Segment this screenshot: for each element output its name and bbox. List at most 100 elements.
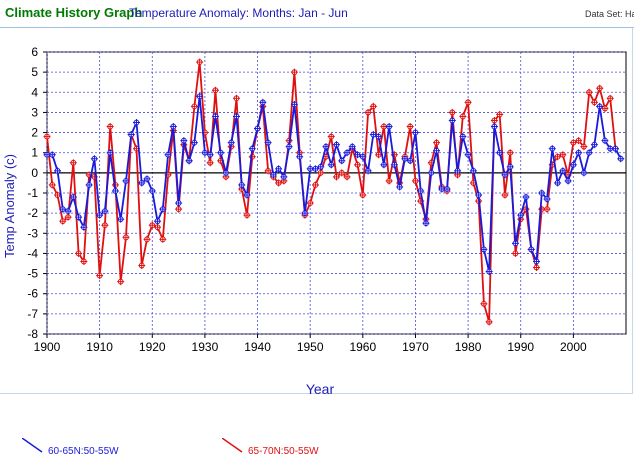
data-point: [527, 245, 535, 253]
data-point: [590, 141, 598, 149]
data-point: [411, 129, 419, 137]
data-point: [343, 173, 351, 181]
data-point: [238, 181, 246, 189]
legend-swatch-series-1: [22, 438, 43, 453]
data-point: [454, 171, 462, 179]
data-point: [496, 149, 504, 157]
data-point: [327, 161, 335, 169]
data-point: [443, 185, 451, 193]
data-point: [364, 167, 372, 175]
data-point: [554, 179, 562, 187]
data-point: [338, 169, 346, 177]
data-point: [232, 112, 240, 120]
data-point: [43, 133, 51, 141]
data-point: [333, 173, 340, 181]
data-point: [538, 189, 546, 197]
data-point: [127, 131, 135, 139]
plot-frame: [0, 28, 633, 394]
data-point: [322, 153, 330, 161]
data-point: [75, 249, 83, 257]
data-point: [317, 169, 325, 177]
data-point: [217, 149, 225, 157]
data-point: [96, 211, 104, 219]
data-point: [475, 191, 483, 199]
data-point: [496, 110, 504, 118]
data-point: [206, 151, 214, 159]
data-point: [106, 149, 114, 157]
data-point: [90, 155, 98, 163]
data-point: [64, 213, 72, 221]
data-point: [333, 141, 340, 149]
data-point: [138, 179, 146, 187]
data-point: [59, 205, 67, 213]
data-point: [559, 167, 567, 175]
data-point: [601, 104, 609, 112]
data-point: [248, 145, 256, 153]
data-point: [301, 209, 309, 217]
data-point: [169, 123, 177, 131]
data-point: [464, 151, 472, 159]
data-point: [511, 249, 519, 257]
data-point: [106, 123, 114, 131]
data-point: [580, 169, 588, 177]
data-point: [190, 139, 198, 147]
data-point: [48, 151, 56, 159]
data-point: [522, 193, 530, 201]
data-point: [448, 108, 456, 116]
data-point: [280, 177, 288, 185]
data-point: [533, 264, 541, 272]
data-point: [569, 139, 577, 147]
y-tick-label: 1: [31, 146, 38, 160]
data-point: [401, 155, 409, 163]
data-point: [343, 149, 351, 157]
data-point: [143, 235, 151, 243]
data-point: [596, 102, 604, 110]
app-title: Climate History Graph: [5, 5, 143, 20]
data-point: [311, 181, 319, 189]
data-point: [243, 191, 251, 199]
data-point: [375, 151, 383, 159]
data-point: [375, 133, 383, 141]
data-point: [201, 149, 209, 157]
data-point: [48, 181, 56, 189]
dataset-label: Data Set: Ha: [585, 9, 634, 19]
data-point: [132, 119, 140, 126]
data-point: [543, 205, 551, 213]
data-point: [596, 84, 604, 92]
y-tick-label: -5: [27, 267, 38, 281]
y-tick-label: -6: [27, 287, 38, 301]
data-point: [506, 163, 514, 171]
data-point: [154, 217, 162, 225]
data-point: [485, 268, 493, 276]
data-point: [354, 161, 362, 169]
series-lines: [43, 58, 625, 326]
data-point: [96, 272, 104, 280]
data-point: [122, 177, 130, 185]
x-tick-label: 1960: [349, 340, 376, 354]
data-point: [296, 153, 304, 161]
data-point: [554, 153, 562, 161]
data-point: [259, 98, 267, 106]
data-point: [348, 143, 356, 151]
data-point: [175, 205, 183, 213]
data-point: [285, 143, 293, 151]
data-point: [43, 151, 51, 159]
data-point: [490, 116, 498, 124]
data-point: [617, 155, 625, 163]
data-point: [575, 149, 583, 157]
data-point: [459, 112, 467, 120]
data-point: [569, 161, 577, 169]
y-tick-label: 3: [31, 105, 38, 119]
data-point: [280, 173, 288, 181]
y-tick-label: -4: [27, 246, 38, 260]
data-point: [396, 183, 404, 191]
data-point: [117, 278, 125, 286]
data-point: [306, 165, 314, 173]
data-point: [533, 257, 541, 265]
x-tick-label: 1970: [402, 340, 429, 354]
data-point: [448, 116, 456, 124]
y-tick-label: -2: [27, 206, 38, 220]
data-point: [54, 191, 62, 199]
data-point: [469, 167, 477, 175]
